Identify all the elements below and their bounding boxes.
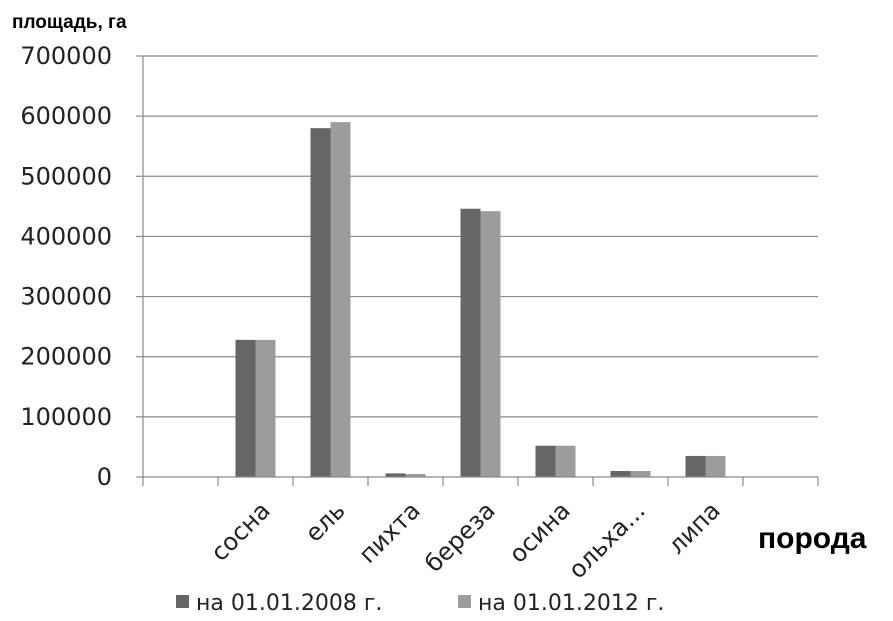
- y-axis-title: площадь, га: [12, 12, 127, 33]
- x-tick-label: пихта: [353, 496, 425, 568]
- x-axis: [142, 56, 819, 486]
- legend: на 01.01.2008 г. на 01.01.2012 г.: [176, 591, 664, 616]
- x-tick-label: ольха...: [563, 496, 651, 584]
- y-axis-ticks: 0 100000 200000 300000 400000 500000 600000 700…: [20, 42, 143, 491]
- legend-label: на 01.01.2008 г.: [196, 591, 382, 616]
- y-tick-label: 500000: [20, 162, 112, 190]
- bar-2012: [555, 445, 576, 477]
- legend-swatch: [458, 595, 471, 608]
- y-tick-label: 300000: [20, 283, 112, 311]
- bar-2008: [460, 208, 481, 477]
- x-tick-label: осина: [504, 496, 576, 568]
- bar-2008: [685, 455, 706, 477]
- bars: [235, 122, 726, 478]
- bar-2008: [535, 445, 556, 477]
- bar-2012: [405, 473, 426, 477]
- y-tick-label: 0: [97, 463, 112, 491]
- y-tick-label: 600000: [20, 102, 112, 130]
- bar-2008: [610, 470, 631, 477]
- bar-2012: [480, 211, 501, 477]
- bar-2012: [630, 470, 651, 477]
- bar-2012: [705, 455, 726, 477]
- bar-2008: [310, 128, 331, 477]
- bar-2008: [385, 473, 406, 477]
- x-tick-label: сосна: [205, 496, 275, 566]
- bar-2008: [235, 339, 256, 477]
- bar-2012: [330, 122, 351, 478]
- bar-2012: [255, 339, 276, 477]
- x-tick-label: береза: [419, 496, 500, 577]
- x-tick-label: липа: [663, 496, 726, 559]
- x-axis-title: порода: [758, 522, 867, 555]
- y-tick-label: 700000: [20, 42, 112, 70]
- legend-label: на 01.01.2012 г.: [478, 591, 664, 616]
- y-tick-label: 100000: [20, 403, 112, 431]
- x-tick-label: ель: [300, 496, 351, 547]
- legend-swatch: [176, 595, 189, 608]
- y-tick-label: 400000: [20, 222, 112, 250]
- y-tick-label: 200000: [20, 343, 112, 371]
